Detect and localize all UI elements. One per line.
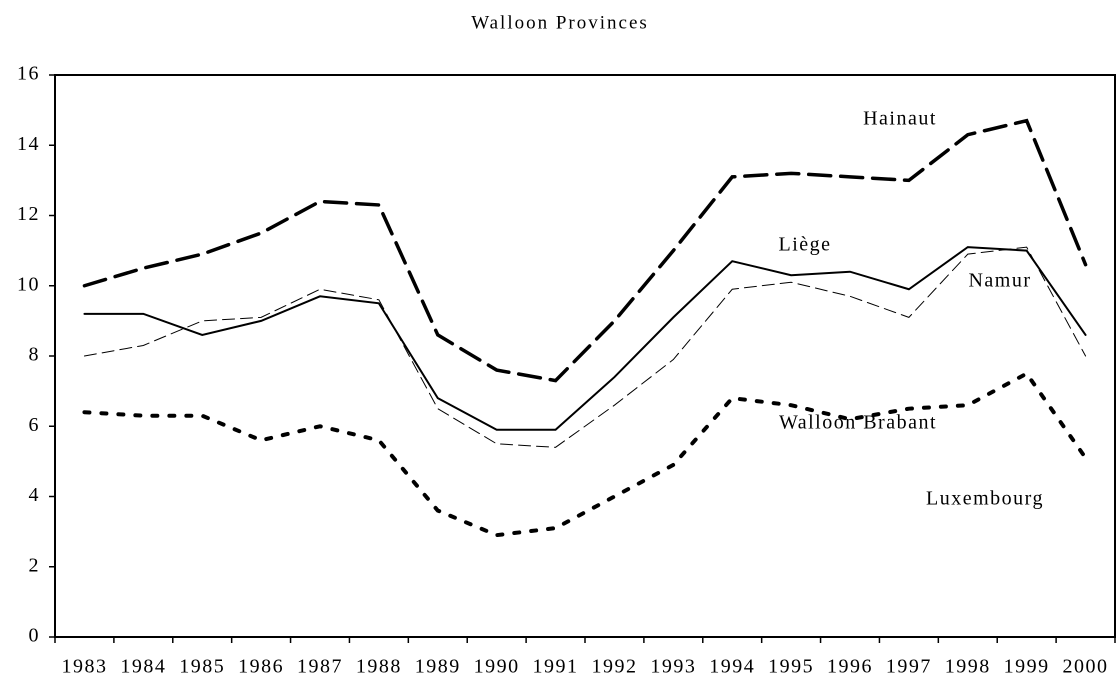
series-line <box>82 118 1088 383</box>
x-tick-label: 1991 <box>533 656 579 678</box>
x-tick-label: 1983 <box>61 656 107 678</box>
x-tick-label: 1993 <box>650 656 696 678</box>
x-tick-label: 2000 <box>1063 656 1109 678</box>
y-tick-label: 14 <box>17 133 40 155</box>
x-tick-label: 1987 <box>297 656 343 678</box>
x-tick-label: 1990 <box>474 656 520 678</box>
x-tick-label: 1998 <box>945 656 991 678</box>
y-tick-label: 0 <box>29 625 41 647</box>
plot-frame <box>54 74 1116 638</box>
y-tick-label: 8 <box>29 344 41 366</box>
series-label: Namur <box>968 270 1031 292</box>
x-tick-label: 1994 <box>709 656 755 678</box>
y-tick-label: 16 <box>17 63 40 85</box>
x-tick-label: 1996 <box>827 656 873 678</box>
y-tick-label: 12 <box>17 203 40 225</box>
y-tick-label: 2 <box>29 554 41 576</box>
y-tick-label: 10 <box>17 273 40 295</box>
x-tick-label: 1986 <box>238 656 284 678</box>
x-tick-label: 1989 <box>415 656 461 678</box>
y-tick-label: 4 <box>29 484 41 506</box>
y-tick-label: 6 <box>29 414 41 436</box>
x-tick-label: 1995 <box>768 656 814 678</box>
annotation: Luxembourg <box>926 488 1044 510</box>
series-line <box>83 246 1087 431</box>
series-label: Liège <box>778 234 831 256</box>
x-tick-label: 1992 <box>591 656 637 678</box>
series-label: Hainaut <box>863 108 937 130</box>
series-line <box>82 370 1088 538</box>
series-label: Walloon Brabant <box>779 412 937 434</box>
x-tick-label: 1999 <box>1004 656 1050 678</box>
x-tick-label: 1997 <box>886 656 932 678</box>
chart-title: Walloon Provinces <box>471 12 649 33</box>
x-tick-label: 1988 <box>356 656 402 678</box>
x-tick-label: 1984 <box>120 656 166 678</box>
series-line <box>83 246 1087 448</box>
x-tick-label: 1985 <box>179 656 225 678</box>
